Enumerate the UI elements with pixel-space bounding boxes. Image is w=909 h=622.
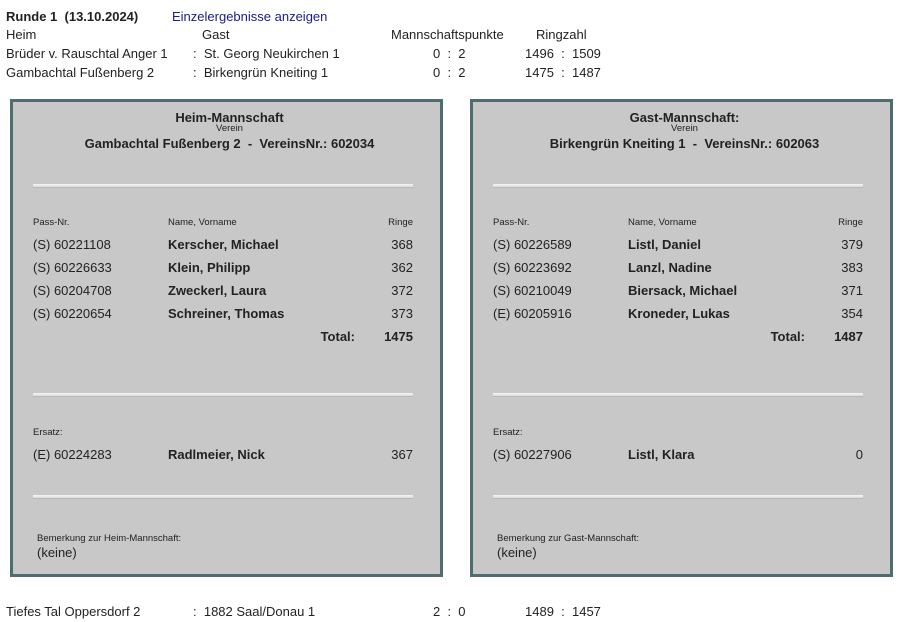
results-link[interactable]: Einzelergebnisse anzeigen	[172, 9, 328, 24]
team-points: 2 : 0	[433, 604, 466, 619]
player-rings: 373	[391, 306, 413, 321]
column-header: Ringzahl	[536, 27, 587, 42]
team-points: 0 : 2	[433, 46, 466, 61]
home-team: Brüder v. Rauschtal Anger 1	[6, 46, 168, 61]
total-label: Total:	[320, 329, 355, 344]
ersatz-label: Ersatz:	[33, 427, 63, 438]
col-pass: Pass-Nr.	[33, 217, 70, 228]
pass-nr: (S) 60220654	[33, 306, 112, 321]
pass-nr: (S) 60210049	[493, 283, 572, 298]
pass-nr: (S) 60226633	[33, 260, 112, 275]
player-name: Listl, Klara	[628, 447, 695, 462]
pass-nr: (E) 60205916	[493, 306, 572, 321]
player-rings: 383	[841, 260, 863, 275]
remark-text: (keine)	[37, 545, 77, 560]
total-value: 1487	[834, 329, 863, 344]
column-header: Mannschaftspunkte	[391, 27, 504, 42]
player-rings: 354	[841, 306, 863, 321]
col-ringe: Ringe	[388, 217, 413, 228]
player-name: Kerscher, Michael	[168, 237, 279, 252]
ring-score: 1496 : 1509	[525, 46, 601, 61]
player-rings: 0	[855, 447, 863, 462]
separator	[33, 184, 413, 188]
total-value: 1475	[384, 329, 413, 344]
remark-label: Bemerkung zur Gast-Mannschaft:	[497, 533, 640, 544]
player-name: Biersack, Michael	[628, 283, 738, 298]
player-name: Listl, Daniel	[628, 237, 701, 252]
pass-nr: (S) 60226589	[493, 237, 572, 252]
separator	[493, 393, 863, 397]
verein-label: Verein	[216, 123, 243, 134]
panel-title: Gast-Mannschaft:	[629, 110, 740, 125]
pass-nr: (S) 60221108	[33, 237, 111, 252]
ersatz-label: Ersatz:	[493, 427, 523, 438]
separator	[493, 184, 863, 188]
ring-score: 1475 : 1487	[525, 65, 601, 80]
col-pass: Pass-Nr.	[493, 217, 530, 228]
col-ringe: Ringe	[838, 217, 863, 228]
pass-nr: (S) 60223692	[493, 260, 572, 275]
pass-nr: (E) 60224283	[33, 447, 112, 462]
guest-team: : Birkengrün Kneiting 1	[193, 65, 329, 80]
separator	[493, 495, 863, 499]
player-rings: 379	[841, 237, 863, 252]
ring-score: 1489 : 1457	[525, 604, 601, 619]
pass-nr: (S) 60204708	[33, 283, 112, 298]
column-header: Heim	[6, 27, 37, 42]
total-label: Total:	[770, 329, 805, 344]
verein-name: Gambachtal Fußenberg 2 - VereinsNr.: 602…	[84, 136, 375, 151]
guest-team: : 1882 Saal/Donau 1	[193, 604, 316, 619]
player-rings: 368	[391, 237, 413, 252]
player-name: Radlmeier, Nick	[168, 447, 265, 462]
separator	[33, 495, 413, 499]
player-rings: 367	[391, 447, 413, 462]
col-name: Name, Vorname	[168, 217, 237, 228]
remark-text: (keine)	[497, 545, 537, 560]
panel-title: Heim-Mannschaft	[175, 110, 284, 125]
player-name: Kroneder, Lukas	[628, 306, 730, 321]
verein-label: Verein	[671, 123, 698, 134]
player-rings: 372	[391, 283, 413, 298]
home-team: Tiefes Tal Oppersdorf 2	[6, 604, 141, 619]
pass-nr: (S) 60227906	[493, 447, 572, 462]
player-name: Zweckerl, Laura	[168, 283, 267, 298]
separator	[33, 393, 413, 397]
remark-label: Bemerkung zur Heim-Mannschaft:	[37, 533, 182, 544]
verein-name: Birkengrün Kneiting 1 - VereinsNr.: 6020…	[549, 136, 820, 151]
col-name: Name, Vorname	[628, 217, 697, 228]
column-header: Gast	[202, 27, 230, 42]
player-name: Lanzl, Nadine	[628, 260, 712, 275]
player-rings: 362	[391, 260, 413, 275]
player-name: Schreiner, Thomas	[168, 306, 285, 321]
guest-team: : St. Georg Neukirchen 1	[193, 46, 340, 61]
team-points: 0 : 2	[433, 65, 466, 80]
home-team: Gambachtal Fußenberg 2	[6, 65, 155, 80]
player-name: Klein, Philipp	[168, 260, 251, 275]
round-title: Runde 1 (13.10.2024)	[6, 9, 139, 24]
player-rings: 371	[841, 283, 863, 298]
